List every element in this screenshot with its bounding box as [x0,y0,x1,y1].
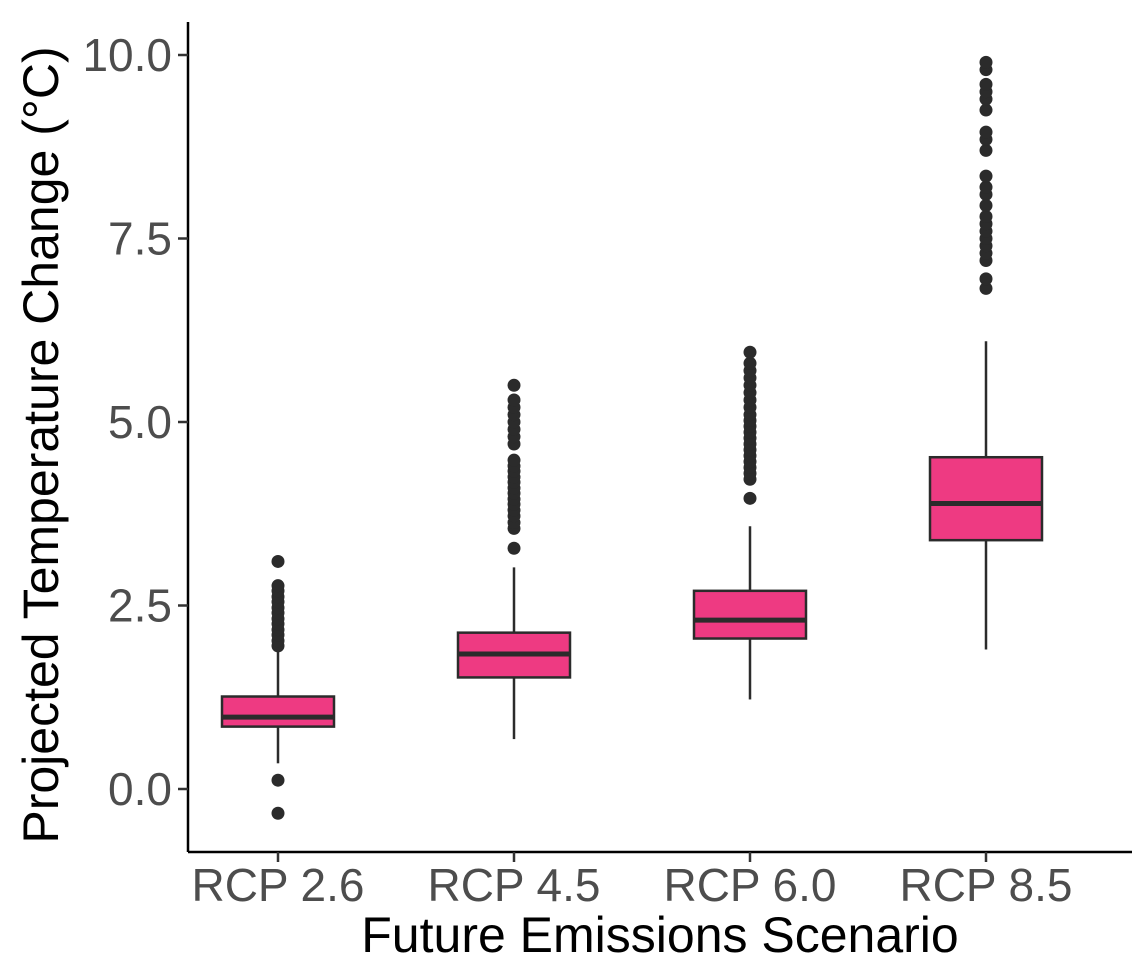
iqr-box [220,695,336,728]
outlier-point [979,272,993,286]
outlier-point [979,169,993,183]
box-group [456,378,572,740]
outlier-point [979,209,993,223]
y-tick-label: 7.5 [108,213,172,265]
plot-area: 0.0 2.5 5.0 7.5 10.0 RCP 2.6 RCP 4.5 RCP 6.0 RCP… [82,22,1132,911]
x-axis-title: Future Emissions Scenario [361,907,958,962]
outlier-point [507,393,521,407]
x-tick-label: RCP 6.0 [663,859,836,911]
outlier-point [507,378,521,392]
outlier-point [979,180,993,194]
x-tick-label: RCP 4.5 [427,859,600,911]
y-tick-label: 0.0 [108,763,172,815]
outlier-point [979,103,993,117]
outlier-point [979,125,993,139]
box-group [928,55,1044,650]
outlier-point [271,806,285,820]
outlier-point [507,453,521,467]
outlier-point [271,773,285,787]
outlier-point [743,491,757,505]
outlier-point [979,143,993,157]
outlier-point [979,198,993,212]
outlier-point [271,554,285,568]
box-group [220,554,336,820]
outlier-point [979,55,993,69]
iqr-box [928,455,1044,542]
outlier-point [979,77,993,91]
y-tick-label: 2.5 [108,580,172,632]
box-group [692,345,808,700]
y-axis-title: Projected Temperature Change (°C) [13,46,69,843]
x-tick-label: RCP 2.6 [191,859,364,911]
outlier-point [271,579,285,593]
iqr-box [692,589,808,640]
x-tick-label: RCP 8.5 [899,859,1072,911]
outlier-point [979,281,993,295]
outlier-point [743,345,757,359]
outlier-point [507,541,521,555]
outlier-point [743,356,757,370]
y-tick-label: 10.0 [82,29,172,81]
y-tick-label: 5.0 [108,396,172,448]
